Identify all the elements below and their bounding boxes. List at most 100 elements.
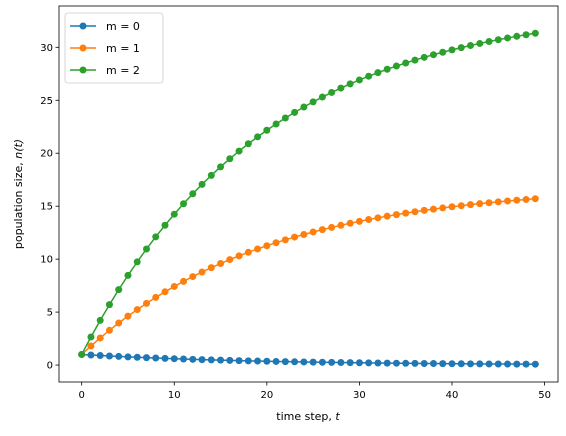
data-point bbox=[300, 230, 308, 238]
data-point bbox=[337, 84, 345, 92]
y-tick-label: 20 bbox=[40, 149, 53, 160]
data-point bbox=[115, 286, 123, 294]
data-point bbox=[207, 356, 215, 364]
y-tick-label: 0 bbox=[47, 361, 53, 372]
data-point bbox=[476, 200, 484, 208]
data-point bbox=[392, 211, 400, 219]
x-ticks: 0 10 20 30 40 50 bbox=[78, 382, 551, 401]
data-point bbox=[226, 155, 234, 163]
data-point bbox=[263, 126, 271, 134]
legend-box bbox=[64, 12, 164, 84]
x-axis-label-var: t bbox=[335, 410, 340, 423]
data-point bbox=[291, 108, 299, 116]
data-point bbox=[337, 221, 345, 229]
y-axis-label-text: population size, bbox=[12, 159, 25, 249]
data-point bbox=[291, 233, 299, 241]
data-point bbox=[161, 288, 169, 296]
data-point bbox=[504, 34, 512, 42]
data-point bbox=[235, 252, 243, 260]
data-point bbox=[115, 352, 123, 360]
data-point bbox=[161, 221, 169, 229]
data-point bbox=[383, 212, 391, 220]
data-point bbox=[531, 29, 539, 37]
data-point bbox=[78, 350, 86, 358]
legend-label-1: m = 1 bbox=[106, 42, 140, 55]
data-point bbox=[170, 210, 178, 218]
data-point bbox=[411, 56, 419, 64]
y-tick-label: 15 bbox=[40, 202, 53, 213]
data-point bbox=[272, 239, 280, 247]
data-point bbox=[281, 114, 289, 122]
data-point bbox=[170, 282, 178, 290]
data-point bbox=[355, 217, 363, 225]
data-point bbox=[429, 51, 437, 59]
data-point bbox=[226, 256, 234, 264]
data-point bbox=[531, 360, 539, 368]
data-point bbox=[244, 248, 252, 256]
data-point bbox=[402, 209, 410, 217]
data-point bbox=[318, 358, 326, 366]
data-point bbox=[494, 360, 502, 368]
data-point bbox=[189, 355, 197, 363]
axes-frame bbox=[58, 5, 559, 383]
data-point bbox=[87, 333, 95, 341]
data-point bbox=[142, 245, 150, 253]
data-point bbox=[235, 147, 243, 155]
data-point bbox=[439, 48, 447, 56]
y-tick-label: 5 bbox=[47, 308, 53, 319]
data-point bbox=[254, 245, 262, 253]
data-point bbox=[467, 360, 475, 368]
data-point bbox=[485, 38, 493, 46]
data-point bbox=[244, 357, 252, 365]
y-ticks: 0 5 10 15 20 25 30 bbox=[40, 43, 59, 372]
data-point bbox=[309, 358, 317, 366]
data-point bbox=[272, 120, 280, 128]
data-point bbox=[254, 133, 262, 141]
data-point bbox=[365, 72, 373, 80]
data-point bbox=[392, 62, 400, 70]
data-point bbox=[318, 226, 326, 234]
legend-marker-0 bbox=[79, 22, 87, 30]
data-point bbox=[522, 31, 530, 39]
legend-marker-2 bbox=[79, 66, 87, 74]
data-point bbox=[198, 356, 206, 364]
data-point bbox=[124, 312, 132, 320]
data-point bbox=[383, 359, 391, 367]
data-point bbox=[189, 190, 197, 198]
data-point bbox=[439, 204, 447, 212]
data-point bbox=[467, 41, 475, 49]
data-point bbox=[198, 180, 206, 188]
data-point bbox=[152, 233, 160, 241]
data-point bbox=[180, 200, 188, 208]
data-point bbox=[133, 353, 141, 361]
data-point bbox=[365, 216, 373, 224]
data-point bbox=[383, 65, 391, 73]
data-point bbox=[429, 360, 437, 368]
data-point bbox=[328, 223, 336, 231]
y-axis-label: population size, n(t) bbox=[12, 139, 25, 249]
data-point bbox=[124, 353, 132, 361]
data-point bbox=[420, 359, 428, 367]
data-point bbox=[513, 196, 521, 204]
data-point bbox=[522, 195, 530, 203]
data-point bbox=[457, 44, 465, 52]
data-point bbox=[457, 202, 465, 210]
data-point bbox=[337, 359, 345, 367]
x-tick-label: 20 bbox=[260, 390, 273, 401]
data-point bbox=[142, 299, 150, 307]
data-point bbox=[300, 358, 308, 366]
data-point bbox=[411, 359, 419, 367]
data-point bbox=[263, 357, 271, 365]
data-point bbox=[161, 354, 169, 362]
data-point bbox=[133, 306, 141, 314]
data-point bbox=[226, 356, 234, 364]
data-point bbox=[87, 342, 95, 350]
x-tick-label: 0 bbox=[78, 390, 84, 401]
y-tick-label: 10 bbox=[40, 255, 53, 266]
data-point bbox=[198, 268, 206, 276]
data-point bbox=[513, 32, 521, 40]
legend-label-2: m = 2 bbox=[106, 64, 140, 77]
data-point bbox=[494, 198, 502, 206]
data-point bbox=[318, 93, 326, 101]
